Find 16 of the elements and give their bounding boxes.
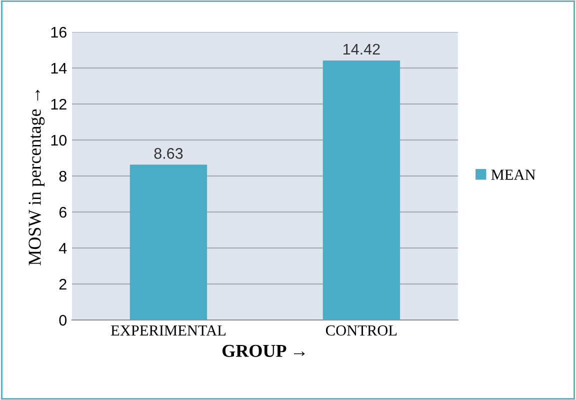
data-label: 14.42 bbox=[343, 44, 380, 54]
y-tick-label: 8 bbox=[59, 170, 66, 182]
x-tick-label: EXPERIMENTAL bbox=[110, 325, 226, 336]
y-tick-label: 2 bbox=[59, 278, 66, 290]
y-tick-label: 4 bbox=[58, 243, 67, 254]
y-tick-label: 10 bbox=[51, 134, 67, 146]
x-axis-title: GROUP → bbox=[222, 344, 305, 357]
y-tick-label: 14 bbox=[51, 63, 67, 74]
x-tick-label: CONTROL bbox=[326, 325, 397, 336]
legend-label: MEAN bbox=[491, 170, 536, 180]
y-tick-label: 12 bbox=[51, 98, 66, 110]
y-tick-label: 16 bbox=[51, 26, 66, 38]
y-tick-label: 6 bbox=[59, 206, 66, 218]
y-axis-title: MOSW in percentage → bbox=[28, 90, 45, 266]
y-tick-label: 0 bbox=[59, 314, 67, 326]
data-label: 8.63 bbox=[154, 148, 183, 159]
